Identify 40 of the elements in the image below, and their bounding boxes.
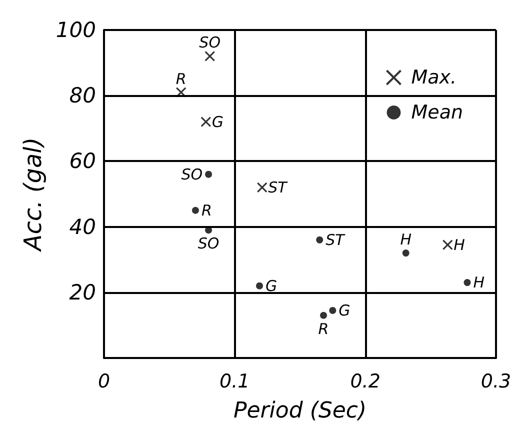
x-axis-title: Period (Sec) bbox=[233, 398, 367, 424]
point bbox=[464, 279, 471, 286]
y-tick-label: 100 bbox=[56, 18, 96, 42]
x-tick-label: 0.3 bbox=[480, 370, 512, 392]
point bbox=[176, 87, 186, 98]
legend-label: Max. bbox=[411, 66, 457, 88]
point bbox=[205, 170, 212, 178]
point bbox=[316, 236, 324, 244]
point bbox=[320, 312, 328, 319]
point bbox=[329, 306, 336, 314]
y-tick-label: 40 bbox=[69, 214, 96, 239]
point bbox=[402, 250, 410, 257]
annotation: G bbox=[265, 276, 278, 295]
annotation: ST bbox=[268, 178, 289, 196]
x-tick-label: 0.2 bbox=[350, 370, 380, 392]
annotation: R bbox=[201, 201, 212, 220]
annotation: R bbox=[176, 70, 186, 88]
y-tick-label: 60 bbox=[69, 149, 96, 174]
point bbox=[204, 50, 216, 62]
point bbox=[256, 182, 268, 193]
annotation: SO bbox=[181, 165, 203, 184]
annotation: H bbox=[454, 236, 465, 254]
legend-label: Mean bbox=[411, 102, 464, 124]
annotation: R bbox=[318, 320, 329, 338]
annotation: ST bbox=[326, 230, 346, 249]
point bbox=[200, 116, 212, 128]
y-tick-label: 80 bbox=[69, 84, 96, 108]
y-tick-label: 20 bbox=[69, 280, 96, 304]
annotation: SO bbox=[199, 34, 221, 52]
x-tick-label: 0 bbox=[98, 370, 110, 392]
point bbox=[442, 240, 453, 250]
point bbox=[192, 206, 199, 214]
annotation: G bbox=[338, 301, 350, 320]
point bbox=[256, 282, 263, 290]
annotation: SO bbox=[198, 234, 220, 253]
x-tick-label: 0.1 bbox=[220, 370, 250, 392]
y-axis-title: Acc. (gal) bbox=[19, 137, 48, 253]
annotation: G bbox=[212, 112, 224, 131]
annotation: H bbox=[400, 230, 412, 249]
annotation: H bbox=[473, 274, 485, 292]
